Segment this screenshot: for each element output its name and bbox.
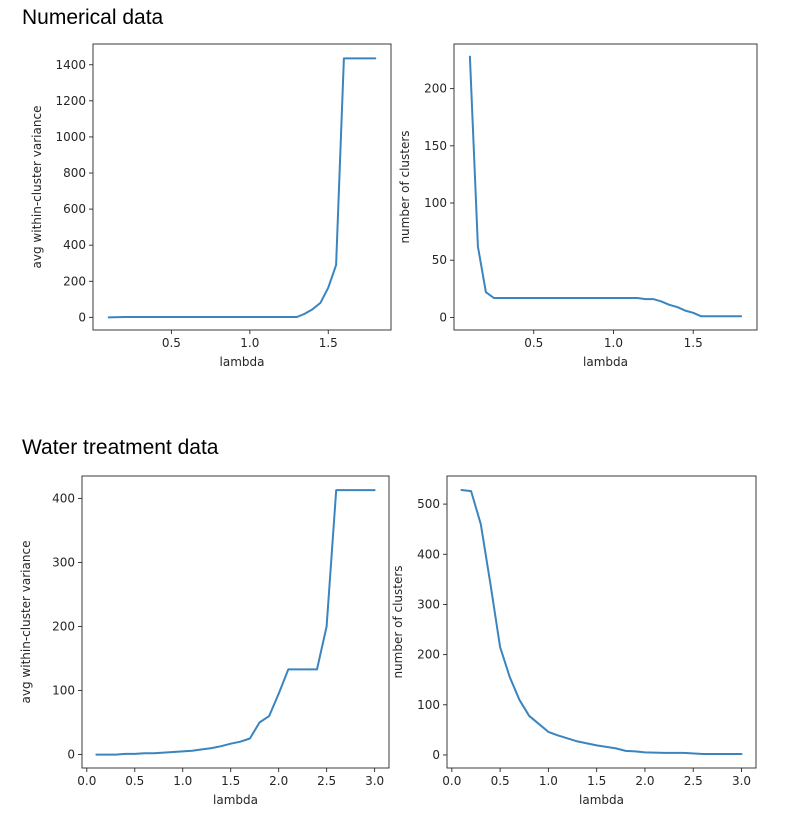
y-tick-label: 0 xyxy=(78,310,86,324)
y-tick-label: 200 xyxy=(424,82,447,96)
y-axis-label: avg within-cluster variance xyxy=(30,106,44,269)
series-line xyxy=(468,55,743,318)
series-line xyxy=(95,489,376,756)
x-tick-label: 0.5 xyxy=(162,336,181,350)
section-title-water: Water treatment data xyxy=(22,436,219,459)
x-tick-label: 1.5 xyxy=(684,336,703,350)
x-tick-label: 1.0 xyxy=(604,336,623,350)
x-tick-label: 1.0 xyxy=(539,774,558,788)
y-axis-label: avg within-cluster variance xyxy=(19,541,33,704)
y-tick-label: 400 xyxy=(63,238,86,252)
x-tick-label: 0.0 xyxy=(77,774,96,788)
x-tick-label: 3.0 xyxy=(365,774,384,788)
y-tick-label: 200 xyxy=(417,648,440,662)
plot-frame xyxy=(81,475,390,769)
y-tick-label: 150 xyxy=(424,139,447,153)
series-line xyxy=(107,57,377,319)
chart-3: 0.0 0.5 1.0 1.5 2.0 2.5 3.0 0 100 200 300 400 lambda… xyxy=(19,475,390,807)
y-tick-label: 800 xyxy=(63,166,86,180)
y-tick-label: 0 xyxy=(439,310,447,324)
y-tick-label: 1400 xyxy=(55,58,86,72)
y-tick-label: 400 xyxy=(52,491,75,505)
y-tick-label: 1000 xyxy=(55,130,86,144)
x-tick-label: 2.5 xyxy=(684,774,703,788)
x-tick-label: 2.0 xyxy=(269,774,288,788)
chart-4: 0.0 0.5 1.0 1.5 2.0 2.5 3.0 0 100 200 300 400 500 lam… xyxy=(391,475,757,807)
x-axis-label: lambda xyxy=(220,355,265,369)
y-tick-label: 100 xyxy=(424,196,447,210)
y-tick-label: 0 xyxy=(432,748,440,762)
y-tick-label: 100 xyxy=(52,684,75,698)
section-title-numerical: Numerical data xyxy=(22,6,164,29)
x-tick-label: 1.5 xyxy=(587,774,606,788)
x-tick-label: 1.5 xyxy=(319,336,338,350)
x-tick-label: 0.5 xyxy=(491,774,510,788)
series-line xyxy=(460,489,743,755)
x-tick-label: 0.5 xyxy=(125,774,144,788)
x-tick-label: 1.0 xyxy=(173,774,192,788)
chart-2: 0.5 1.0 1.5 0 50 100 150 200 lambda number of clu… xyxy=(398,43,758,369)
plot-frame xyxy=(92,43,392,331)
y-tick-label: 300 xyxy=(52,555,75,569)
y-tick-label: 300 xyxy=(417,597,440,611)
y-axis-label: number of clusters xyxy=(398,130,412,243)
y-tick-label: 50 xyxy=(432,253,447,267)
y-tick-label: 0 xyxy=(67,748,75,762)
y-tick-label: 600 xyxy=(63,202,86,216)
chart-1: 0.5 1.0 1.5 0 200 400 600 800 1000 1200 1400 lambda… xyxy=(30,43,392,369)
x-tick-label: 3.0 xyxy=(732,774,751,788)
plot-frame xyxy=(446,475,757,769)
y-tick-label: 1200 xyxy=(55,94,86,108)
x-tick-label: 1.5 xyxy=(221,774,240,788)
x-tick-label: 1.0 xyxy=(240,336,259,350)
y-tick-label: 500 xyxy=(417,497,440,511)
x-axis-label: lambda xyxy=(213,793,258,807)
y-axis-label: number of clusters xyxy=(391,565,405,678)
x-tick-label: 2.5 xyxy=(317,774,336,788)
x-axis-label: lambda xyxy=(579,793,624,807)
x-tick-label: 2.0 xyxy=(635,774,654,788)
y-tick-label: 200 xyxy=(52,619,75,633)
y-tick-label: 200 xyxy=(63,274,86,288)
x-tick-label: 0.0 xyxy=(442,774,461,788)
y-tick-label: 100 xyxy=(417,698,440,712)
x-axis-label: lambda xyxy=(583,355,628,369)
plot-frame xyxy=(453,43,758,331)
y-tick-label: 400 xyxy=(417,547,440,561)
x-tick-label: 0.5 xyxy=(524,336,543,350)
